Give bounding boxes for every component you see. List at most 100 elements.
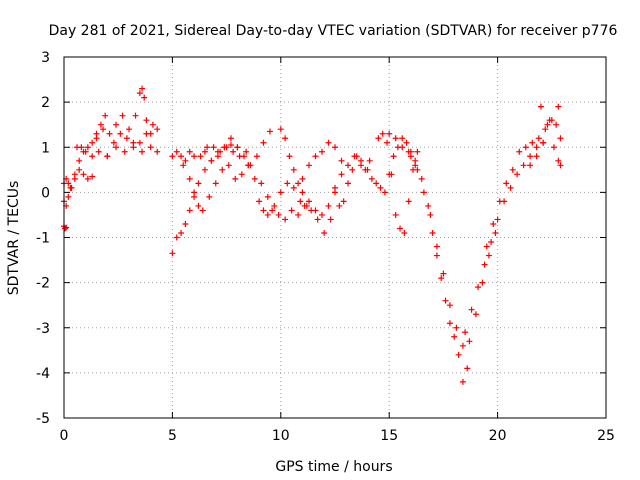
data-point [232, 175, 239, 182]
data-point [459, 342, 466, 349]
data-point [71, 175, 78, 182]
data-point [550, 144, 557, 151]
data-point [240, 153, 247, 160]
data-point [332, 144, 338, 151]
data-point [414, 148, 421, 155]
data-point [227, 135, 234, 142]
data-point [173, 234, 180, 241]
data-point [527, 162, 534, 169]
data-point [260, 139, 267, 146]
data-point [388, 171, 395, 178]
data-point [195, 180, 202, 187]
data-point [336, 202, 343, 209]
data-point [544, 121, 551, 128]
data-point [169, 153, 176, 160]
data-point [264, 193, 271, 200]
data-point [286, 153, 293, 160]
series-arc-11 [245, 162, 310, 209]
data-point [537, 103, 544, 110]
data-point [282, 216, 289, 223]
data-point [104, 153, 111, 160]
data-point [275, 211, 282, 218]
data-point [368, 175, 375, 182]
series-arc-21 [483, 103, 562, 250]
data-point [238, 171, 245, 178]
data-point [451, 333, 458, 340]
data-point [399, 144, 406, 151]
x-tick-label: 10 [272, 428, 290, 444]
data-point [420, 189, 427, 196]
y-tick-label: 3 [41, 50, 50, 66]
data-point [557, 135, 564, 142]
data-point [440, 270, 447, 277]
data-point [169, 250, 176, 257]
data-point [542, 126, 549, 133]
data-point [453, 324, 460, 331]
data-point [130, 144, 137, 151]
series-arc-5 [93, 85, 154, 142]
data-point [366, 157, 373, 164]
x-tick-label: 25 [597, 428, 615, 444]
y-tick-label: 2 [41, 95, 50, 111]
data-point [358, 157, 365, 164]
data-point [225, 162, 232, 169]
data-point [438, 275, 445, 282]
data-point [282, 135, 289, 142]
data-point [364, 166, 371, 173]
data-point [507, 184, 514, 191]
data-point [234, 144, 241, 151]
data-point [429, 229, 436, 236]
points-layer [61, 85, 564, 385]
data-point [201, 148, 208, 155]
data-point [113, 144, 120, 151]
data-point [186, 175, 193, 182]
data-point [126, 126, 133, 133]
data-point [197, 153, 204, 160]
data-point [89, 153, 96, 160]
data-point [332, 189, 338, 196]
data-point [136, 90, 143, 97]
data-point [527, 153, 534, 160]
data-point [149, 121, 156, 128]
data-point [212, 180, 219, 187]
data-point [345, 180, 352, 187]
data-point [412, 157, 419, 164]
data-point [345, 162, 352, 169]
data-point [243, 148, 250, 155]
data-point [123, 135, 130, 142]
data-point [271, 202, 278, 209]
data-point [121, 148, 128, 155]
data-point [514, 171, 521, 178]
data-point [221, 144, 228, 151]
data-point [210, 144, 217, 151]
data-point [208, 157, 215, 164]
data-point [464, 365, 471, 372]
data-point [95, 148, 102, 155]
series-arc-23 [537, 103, 564, 169]
data-point [186, 207, 193, 214]
series-arc-22 [527, 117, 564, 169]
data-point [65, 180, 72, 187]
data-point [119, 112, 126, 119]
data-point [178, 153, 185, 160]
data-point [76, 157, 83, 164]
data-point [522, 144, 529, 151]
data-point [204, 144, 211, 151]
data-point [377, 184, 384, 191]
data-point [288, 207, 295, 214]
data-point [318, 211, 325, 218]
grid-layer [64, 57, 606, 418]
data-point [462, 329, 469, 336]
data-point [375, 135, 382, 142]
data-point [89, 139, 96, 146]
data-point [299, 189, 306, 196]
data-point [488, 239, 495, 246]
data-point [305, 198, 312, 205]
plot-frame [63, 56, 607, 419]
data-point [76, 166, 83, 173]
y-tick-label: 0 [41, 185, 50, 201]
data-point [483, 243, 490, 250]
series-arc-6 [104, 121, 161, 160]
data-point [256, 198, 263, 205]
